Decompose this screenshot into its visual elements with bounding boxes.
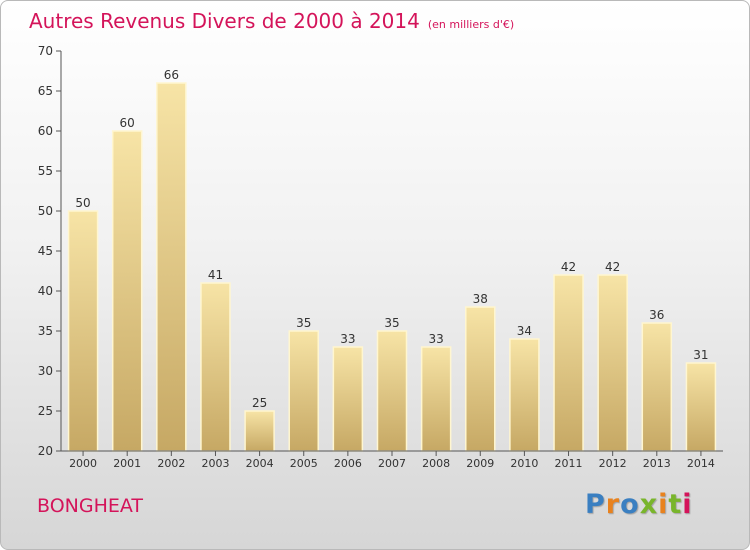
y-tick-label: 45 (38, 244, 53, 258)
bar-value-label: 41 (208, 268, 223, 282)
x-tick-label: 2009 (466, 457, 494, 470)
bar-value-label: 36 (649, 308, 664, 322)
logo-letter: i (658, 489, 669, 520)
y-tick-label: 35 (38, 324, 53, 338)
x-tick-label: 2005 (290, 457, 318, 470)
logo-letter: i (682, 489, 693, 520)
x-tick-label: 2008 (422, 457, 450, 470)
bar (244, 410, 275, 452)
bar-value-label: 38 (473, 292, 488, 306)
bar (156, 82, 187, 452)
y-tick-label: 70 (38, 44, 53, 58)
logo-letter: x (639, 489, 659, 520)
chart-title: Autres Revenus Divers de 2000 à 2014 (29, 9, 420, 33)
y-tick-label: 60 (38, 124, 53, 138)
bar (67, 210, 99, 452)
x-tick-label: 2001 (113, 457, 141, 470)
bar-value-label: 35 (296, 316, 311, 330)
logo-letter: r (605, 489, 621, 520)
bar-value-label: 31 (693, 348, 708, 362)
logo-letter: P (585, 489, 606, 520)
logo-letter: t (668, 489, 683, 520)
x-tick-label: 2004 (246, 457, 274, 470)
bar (465, 306, 496, 452)
x-tick-label: 2000 (69, 457, 97, 470)
x-tick-label: 2011 (555, 457, 583, 470)
bar (376, 330, 408, 452)
chart-subtitle: (en milliers d'€) (427, 18, 515, 31)
bar (200, 282, 231, 452)
x-tick-label: 2012 (599, 457, 627, 470)
bar (685, 362, 717, 452)
bar-value-label: 42 (605, 260, 620, 274)
y-tick-label: 50 (38, 204, 53, 218)
y-tick-label: 65 (38, 84, 53, 98)
bar-value-label: 25 (252, 396, 267, 410)
bar-value-label: 60 (120, 116, 135, 130)
logo-letter: o (620, 489, 640, 520)
title-row: Autres Revenus Divers de 2000 à 2014 (en … (29, 9, 514, 33)
x-tick-label: 2010 (510, 457, 538, 470)
y-tick-label: 30 (38, 364, 53, 378)
y-tick-label: 20 (38, 444, 53, 458)
x-tick-label: 2002 (157, 457, 185, 470)
city-name: BONGHEAT (37, 495, 144, 517)
bar (111, 130, 143, 452)
bar-value-label: 35 (384, 316, 399, 330)
x-tick-label: 2007 (378, 457, 406, 470)
bar-value-label: 33 (340, 332, 355, 346)
y-tick-label: 40 (38, 284, 53, 298)
bar (597, 274, 628, 452)
y-tick-label: 55 (38, 164, 53, 178)
bar (420, 346, 452, 452)
x-tick-label: 2013 (643, 457, 671, 470)
bar (509, 338, 540, 452)
y-tick-label: 25 (38, 404, 53, 418)
bar (332, 346, 364, 452)
x-tick-label: 2006 (334, 457, 362, 470)
bar (553, 274, 584, 452)
bar-value-label: 34 (517, 324, 532, 338)
bar-value-label: 50 (75, 196, 90, 210)
x-tick-label: 2003 (201, 457, 229, 470)
bar-value-label: 42 (561, 260, 576, 274)
bar-value-label: 33 (428, 332, 443, 346)
bar (641, 322, 673, 452)
bar (288, 330, 319, 452)
bar-value-label: 66 (164, 68, 179, 82)
proxiti-logo[interactable]: Proxiti (585, 489, 693, 520)
x-tick-label: 2014 (687, 457, 715, 470)
